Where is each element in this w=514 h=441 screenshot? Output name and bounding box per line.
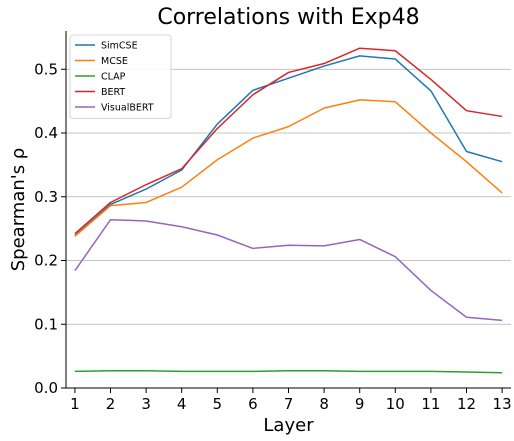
legend: SimCSE MCSE CLAP BERT VisualBERT: [69, 34, 172, 119]
y-tick-label: 0.2: [34, 252, 58, 270]
legend-label-bert: BERT: [101, 87, 125, 98]
x-tick-label: 2: [106, 395, 116, 413]
x-tick-label: 7: [284, 395, 294, 413]
x-tick-label: 13: [493, 395, 512, 413]
x-axis-label: Layer: [263, 415, 314, 436]
x-tick-label: 10: [386, 395, 405, 413]
y-tick-label: 0.5: [34, 60, 58, 78]
legend-label-mcse: MCSE: [101, 56, 128, 67]
legend-label-visualbert: VisualBERT: [101, 103, 154, 114]
legend-label-clap: CLAP: [101, 72, 126, 83]
x-tick-label: 1: [70, 395, 80, 413]
legend-label-simcse: SimCSE: [101, 41, 138, 52]
series-line-bert: [74, 47, 503, 235]
x-ticks: 1 2 3 4 5 6 7 8 9 10 11 12 13: [70, 388, 512, 413]
y-ticks: 0.0 0.1 0.2 0.3 0.4 0.5: [34, 60, 66, 397]
x-tick-label: 9: [355, 395, 365, 413]
y-tick-label: 0.0: [34, 379, 58, 397]
x-tick-label: 6: [248, 395, 258, 413]
x-tick-label: 11: [421, 395, 440, 413]
chart-title: Correlations with Exp48: [157, 5, 419, 30]
series-line-mcse: [74, 99, 503, 237]
y-tick-label: 0.3: [34, 188, 58, 206]
series-line-visualbert: [74, 218, 503, 322]
y-tick-label: 0.4: [34, 124, 58, 142]
x-tick-label: 5: [213, 395, 223, 413]
x-tick-label: 4: [177, 395, 187, 413]
legend-box: [69, 34, 172, 119]
series-group: [74, 47, 503, 374]
x-tick-label: 3: [141, 395, 151, 413]
y-axis-label: Spearman's ρ: [8, 148, 29, 272]
y-tick-label: 0.1: [34, 315, 58, 333]
series-line-simcse: [74, 55, 503, 237]
x-tick-label: 12: [457, 395, 476, 413]
x-tick-label: 8: [319, 395, 329, 413]
series-line-clap: [74, 370, 503, 374]
